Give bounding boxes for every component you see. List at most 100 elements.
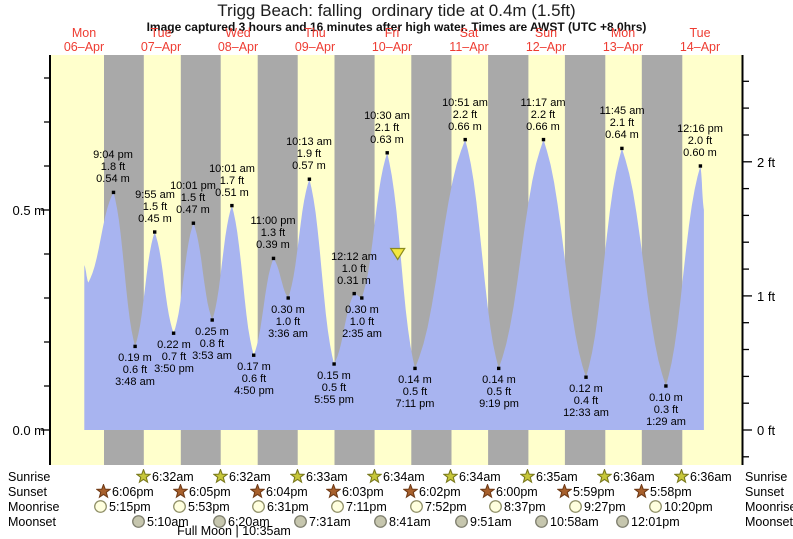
day-date: 14–Apr [679, 39, 721, 54]
sunset-row-label-left: Sunset [8, 485, 47, 499]
tide-point-dot [497, 366, 501, 371]
moonrise-time: 7:52pm [425, 499, 467, 514]
tide-high-label: 10:51 am 2.2 ft 0.66 m [405, 97, 525, 133]
tide-point-dot [698, 164, 703, 168]
tide-label-line: 2.2 ft [452, 109, 478, 121]
day-date: 06–Apr [63, 39, 105, 54]
y-axis-right-label-2ft: 2 ft [757, 155, 776, 170]
day-of-week: Sat [459, 26, 479, 40]
day-of-week: Tue [150, 26, 172, 40]
day-date: 08–Apr [217, 39, 259, 54]
sunset-star-icon [96, 484, 111, 499]
tide-label-line: 0.17 m [237, 361, 271, 373]
sunrise-event: 6:35am [520, 469, 578, 484]
sunrise-row-label-left: Sunrise [8, 470, 51, 484]
tide-high-label: 12:12 am 1.0 ft 0.31 m [294, 251, 414, 287]
sunrise-time: 6:36am [690, 469, 732, 484]
moonset-time: 9:51am [470, 514, 512, 529]
tide-label-line: 0.5 ft [486, 386, 512, 398]
moonset-circle-icon [616, 515, 629, 528]
tide-point-dot [171, 331, 176, 335]
sunset-time: 5:58pm [650, 484, 692, 499]
tide-label-line: 9:55 am [135, 189, 175, 201]
moonrise-time: 7:11pm [346, 499, 387, 514]
tide-point-dot [332, 362, 336, 366]
sunset-event: 6:04pm [250, 484, 308, 499]
tide-label-line: 9:04 pm [93, 149, 133, 161]
tide-label-line: 10:01 pm [170, 180, 216, 192]
moonset-time: 5:10am [147, 514, 189, 529]
sunset-time: 6:03pm [342, 484, 384, 499]
tide-label-line: 3:53 am [192, 350, 232, 362]
tide-label-line: 10:01 am [209, 163, 255, 175]
sunset-event: 6:00pm [480, 484, 538, 499]
tide-point-dot [352, 291, 356, 296]
sunrise-event: 6:32am [213, 469, 271, 484]
moonrise-event: 10:20pm [648, 499, 713, 514]
tide-point-dot [620, 146, 624, 151]
tide-label-line: 0.51 m [215, 187, 249, 199]
tide-label-line: 7:11 pm [395, 398, 435, 410]
sunset-star-icon [173, 484, 188, 499]
tide-low-label: 0.10 m 0.3 ft 1:29 am [606, 392, 726, 428]
sunset-star-icon [480, 484, 495, 499]
tide-label-line: 0.6 ft [241, 373, 267, 385]
day-label: Mon 06–Apr [45, 26, 123, 54]
tide-point-dot [271, 256, 276, 261]
current-tide-marker-icon [389, 247, 406, 261]
tide-label-line: 0.14 m [398, 374, 432, 386]
tide-label-line: 1.9 ft [296, 148, 322, 160]
sunrise-event: 6:33am [290, 469, 348, 484]
day-date: 11–Apr [449, 39, 489, 54]
sunrise-event: 6:32am [136, 469, 194, 484]
tide-point-dot [111, 190, 116, 195]
page-subtitle: Image captured 3 hours and 16 minutes af… [146, 20, 647, 34]
tide-label-line: 1.7 ft [219, 175, 245, 187]
tide-label-line: 2.1 ft [609, 117, 635, 129]
sunrise-time: 6:32am [229, 469, 271, 484]
moonset-time: 10:58am [550, 514, 599, 529]
tide-label-line: 3:36 am [268, 328, 308, 340]
day-of-week: Mon [71, 26, 97, 40]
day-date: 10–Apr [371, 39, 413, 54]
tide-label-line: 0.7 ft [161, 351, 187, 363]
sunset-event: 5:58pm [634, 484, 692, 499]
day-label: Tue 07–Apr [122, 26, 200, 54]
moonset-circle-icon [535, 515, 548, 528]
tide-label-line: 0.45 m [138, 213, 172, 225]
sunrise-time: 6:33am [306, 469, 348, 484]
sunset-event: 6:02pm [403, 484, 461, 499]
tide-label-line: 1.0 ft [349, 316, 375, 328]
tide-point-dot [210, 318, 214, 322]
tide-low-label: 0.25 m 0.8 ft 3:53 am [152, 326, 272, 362]
tide-label-line: 0.63 m [370, 134, 404, 146]
tide-low-label: 0.30 m 1.0 ft 3:36 am [228, 304, 348, 340]
day-label: Wed 08–Apr [199, 26, 277, 54]
tide-high-label: 10:30 am 2.1 ft 0.63 m [327, 110, 447, 146]
moonrise-circle-icon [173, 500, 186, 513]
tide-point-dot [153, 230, 157, 234]
tide-point-dot [541, 137, 546, 142]
sunrise-star-icon [520, 469, 535, 484]
tide-point-dot [252, 353, 256, 357]
moonrise-event: 7:11pm [330, 499, 387, 514]
tide-label-line: 0.22 m [157, 339, 191, 351]
moonrise-circle-icon [489, 500, 502, 513]
tide-label-line: 3:48 am [115, 376, 155, 388]
tide-label-line: 0.3 ft [653, 404, 679, 416]
tide-label-line: 2:35 am [342, 328, 382, 340]
moonset-circle-icon [455, 515, 468, 528]
moonset-time: 7:31am [309, 514, 351, 529]
tide-label-line: 10:30 am [364, 110, 410, 122]
day-label: Thu 09–Apr [276, 26, 354, 54]
tide-area [84, 139, 704, 430]
day-label: Mon 13–Apr [584, 26, 662, 54]
sunrise-time: 6:34am [459, 469, 501, 484]
tide-label-line: 10:51 am [442, 97, 488, 109]
sunrise-star-icon [136, 469, 151, 484]
moonrise-time: 6:31pm [267, 499, 309, 514]
page-title: Trigg Beach: falling ordinary tide at 0.… [217, 1, 576, 20]
moonrise-event: 6:31pm [251, 499, 309, 514]
y-axis-left-label-0m: 0.0 m [12, 423, 45, 438]
